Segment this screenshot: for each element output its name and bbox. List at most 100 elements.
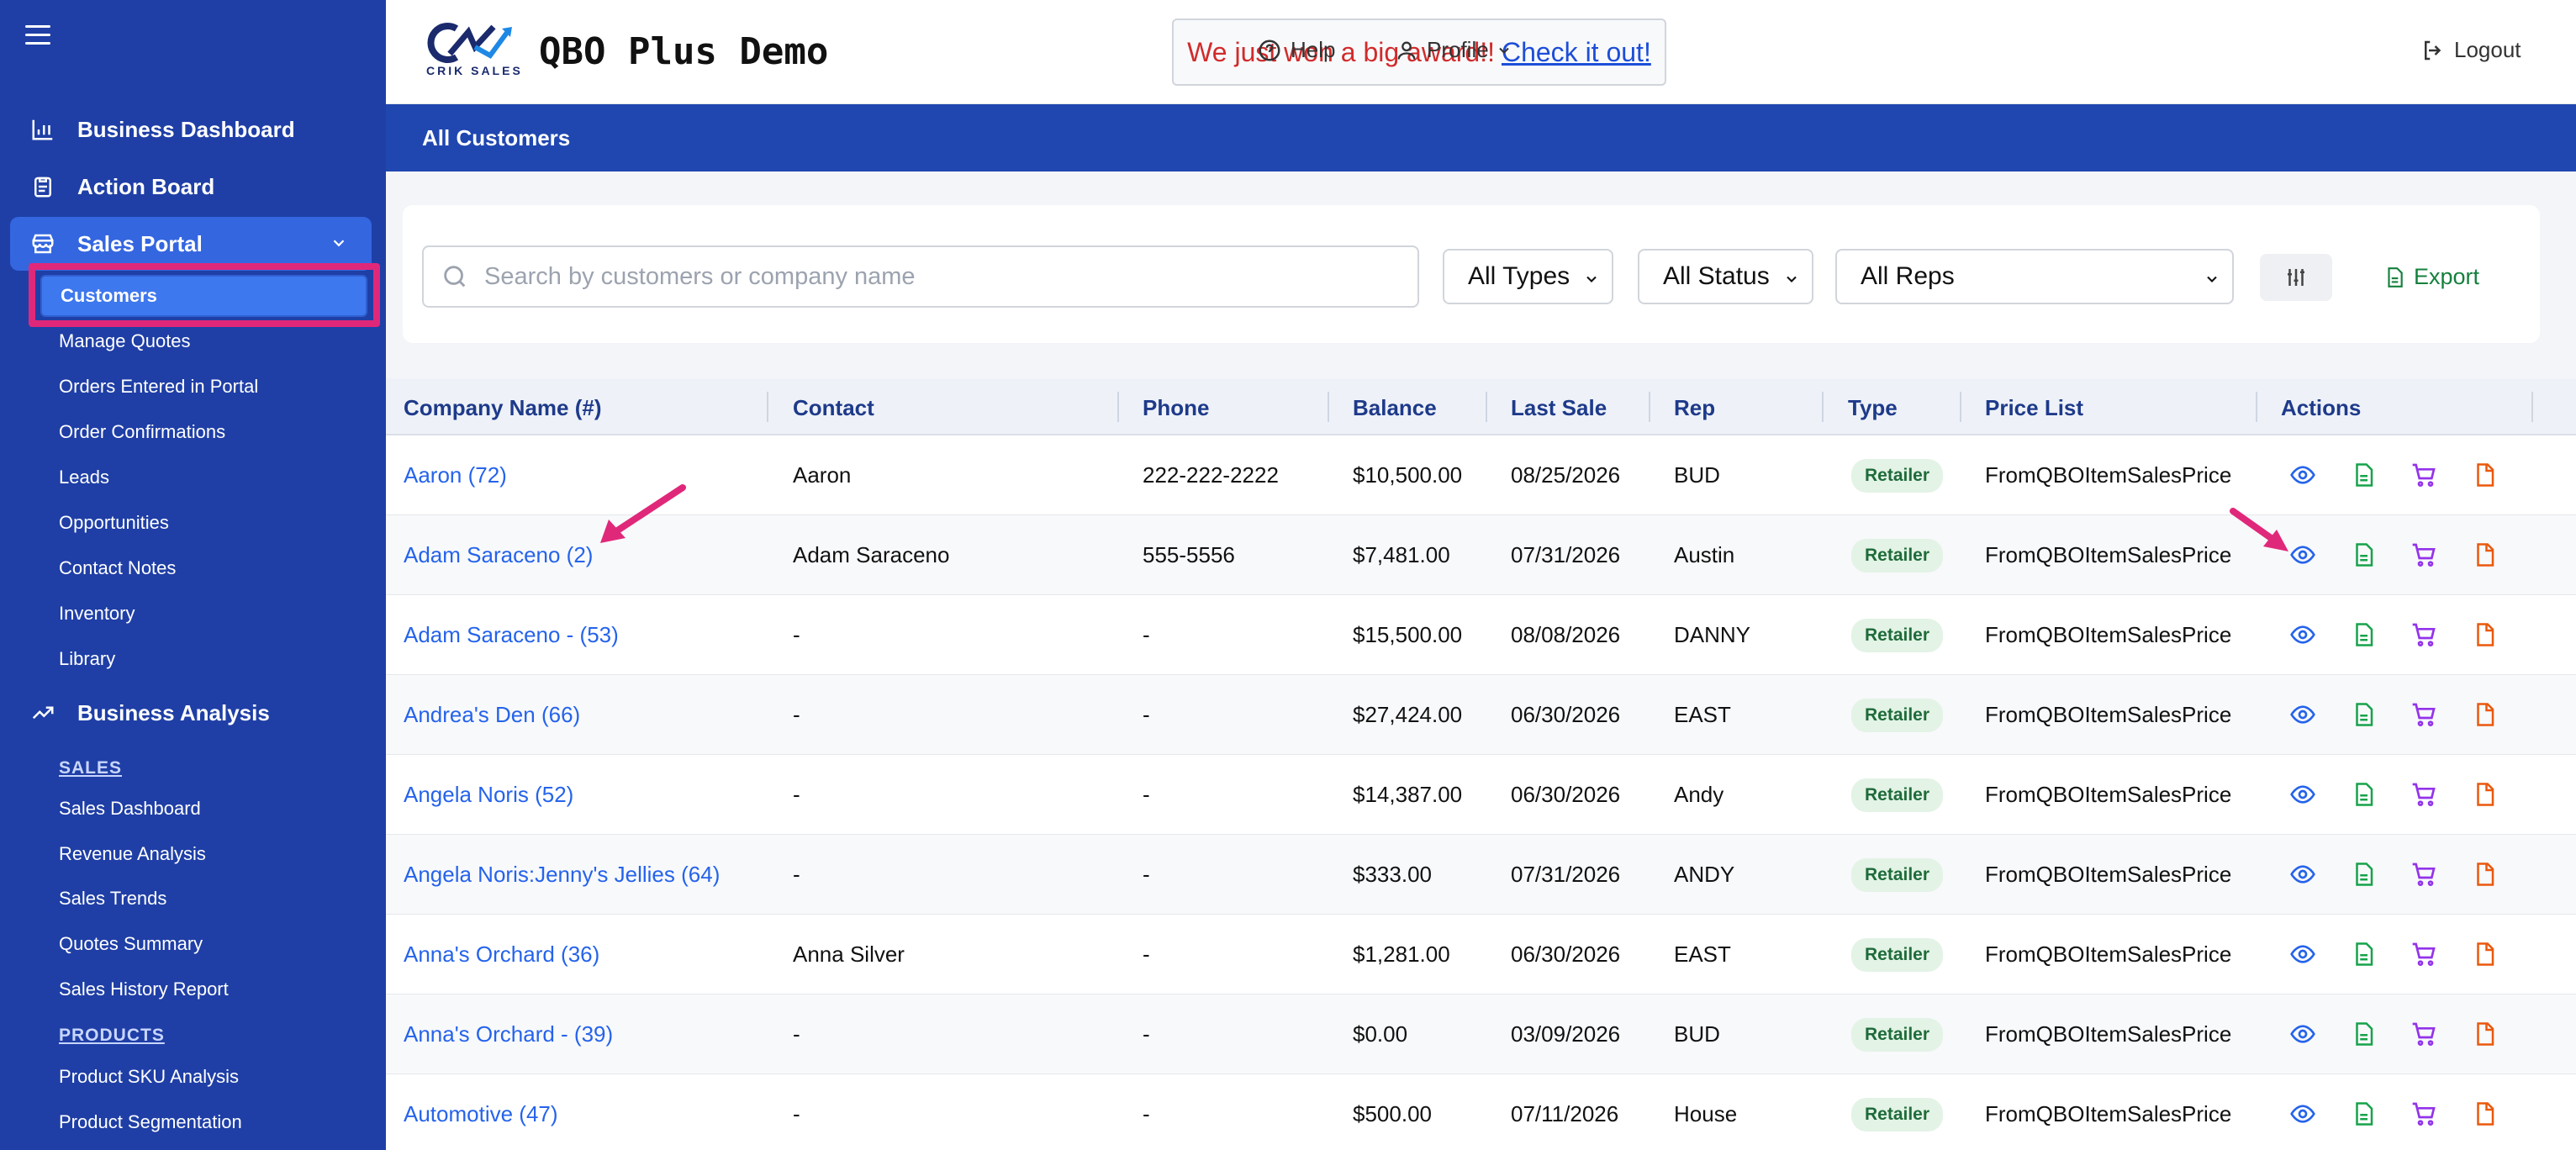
sidebar-item-order-confirmations[interactable]: Order Confirmations (59, 421, 226, 442)
last-sale-cell: 06/30/2026 (1511, 942, 1621, 967)
column-divider[interactable] (2256, 392, 2257, 422)
nav-business-dashboard[interactable]: Business Dashboard (0, 103, 386, 156)
sidebar-item-inventory[interactable]: Inventory (59, 603, 135, 624)
document-icon[interactable] (2348, 859, 2378, 889)
eye-icon[interactable] (2288, 460, 2318, 490)
document-icon[interactable] (2348, 540, 2378, 570)
cart-icon[interactable] (2409, 1099, 2439, 1129)
cart-icon[interactable] (2409, 540, 2439, 570)
sidebar-item-product-segmentation[interactable]: Product Segmentation (59, 1111, 242, 1132)
reps-select[interactable]: All Reps (1835, 249, 2234, 304)
file-icon[interactable] (2469, 1099, 2499, 1129)
status-select[interactable]: All Status (1638, 249, 1813, 304)
eye-icon[interactable] (2288, 699, 2318, 730)
company-link[interactable]: Andrea's Den (66) (404, 702, 581, 727)
export-button[interactable]: Export (2383, 264, 2479, 290)
type-select-value: All Types (1468, 262, 1570, 290)
sidebar-item-product-sku[interactable]: Product SKU Analysis (59, 1066, 239, 1087)
file-icon[interactable] (2469, 1019, 2499, 1049)
eye-icon[interactable] (2288, 779, 2318, 810)
sidebar-item-contact-notes[interactable]: Contact Notes (59, 557, 177, 578)
column-header-phone[interactable]: Phone (1143, 395, 1210, 420)
nav-business-analysis[interactable]: Business Analysis (0, 686, 386, 740)
sidebar-item-sales-dashboard[interactable]: Sales Dashboard (59, 798, 201, 819)
company-link[interactable]: Automotive (47) (404, 1101, 558, 1126)
cart-icon[interactable] (2409, 939, 2439, 969)
sidebar-item-opportunities[interactable]: Opportunities (59, 512, 169, 533)
cart-icon[interactable] (2409, 699, 2439, 730)
document-icon[interactable] (2348, 460, 2378, 490)
column-divider[interactable] (1960, 392, 1961, 422)
sidebar-item-leads[interactable]: Leads (59, 467, 109, 488)
file-icon[interactable] (2469, 620, 2499, 650)
document-icon[interactable] (2348, 699, 2378, 730)
file-icon[interactable] (2469, 460, 2499, 490)
file-icon[interactable] (2469, 540, 2499, 570)
type-select[interactable]: All Types (1443, 249, 1613, 304)
column-header-rep[interactable]: Rep (1674, 395, 1716, 420)
eye-icon[interactable] (2288, 859, 2318, 889)
column-divider[interactable] (1117, 392, 1119, 422)
filter-card: Search by customers or company name All … (403, 205, 2540, 343)
document-icon[interactable] (2348, 1019, 2378, 1049)
company-link[interactable]: Angela Noris (52) (404, 782, 574, 807)
cart-icon[interactable] (2409, 1019, 2439, 1049)
cart-icon[interactable] (2409, 460, 2439, 490)
award-link[interactable]: Check it out! (1501, 36, 1651, 67)
column-header-last-sale[interactable]: Last Sale (1511, 395, 1607, 420)
file-icon[interactable] (2469, 699, 2499, 730)
document-icon[interactable] (2348, 779, 2378, 810)
column-divider[interactable] (1822, 392, 1824, 422)
column-divider[interactable] (2531, 392, 2533, 422)
company-link[interactable]: Adam Saraceno (2) (404, 542, 594, 567)
file-icon[interactable] (2469, 939, 2499, 969)
column-divider[interactable] (1486, 392, 1487, 422)
annotation-arrow-icon (2230, 508, 2288, 551)
type-badge: Retailer (1851, 619, 1944, 652)
nav-sales-portal[interactable]: Sales Portal (10, 217, 372, 271)
sidebar-item-customers[interactable]: Customers (40, 275, 367, 317)
column-divider[interactable] (1328, 392, 1329, 422)
company-link[interactable]: Aaron (72) (404, 462, 507, 488)
sidebar-item-sales-history[interactable]: Sales History Report (59, 979, 229, 1000)
search-input[interactable]: Search by customers or company name (422, 245, 1419, 308)
sidebar-item-quotes-summary[interactable]: Quotes Summary (59, 933, 203, 954)
profile-button[interactable]: Profile (1395, 37, 1521, 63)
company-link[interactable]: Adam Saraceno - (53) (404, 622, 619, 647)
eye-icon[interactable] (2288, 939, 2318, 969)
cart-icon[interactable] (2409, 620, 2439, 650)
column-header-price-list[interactable]: Price List (1985, 395, 2084, 420)
company-link[interactable]: Angela Noris:Jenny's Jellies (64) (404, 862, 721, 887)
cart-icon[interactable] (2409, 859, 2439, 889)
column-header-contact[interactable]: Contact (793, 395, 874, 420)
column-header-type[interactable]: Type (1848, 395, 1898, 420)
sidebar-item-orders-entered[interactable]: Orders Entered in Portal (59, 376, 259, 397)
document-icon[interactable] (2348, 1099, 2378, 1129)
cart-icon[interactable] (2409, 779, 2439, 810)
eye-icon[interactable] (2288, 1019, 2318, 1049)
column-divider[interactable] (767, 392, 768, 422)
company-link[interactable]: Anna's Orchard (36) (404, 942, 600, 967)
file-icon[interactable] (2469, 859, 2499, 889)
eye-icon[interactable] (2288, 620, 2318, 650)
column-header-company[interactable]: Company Name (#) (404, 395, 602, 420)
eye-icon[interactable] (2288, 1099, 2318, 1129)
document-icon[interactable] (2348, 620, 2378, 650)
balance-cell: $15,500.00 (1353, 622, 1463, 647)
file-icon[interactable] (2469, 779, 2499, 810)
sidebar-item-revenue-analysis[interactable]: Revenue Analysis (59, 843, 206, 864)
sidebar-item-sales-trends[interactable]: Sales Trends (59, 888, 167, 909)
sidebar-item-manage-quotes[interactable]: Manage Quotes (59, 330, 191, 351)
eye-icon[interactable] (2288, 540, 2318, 570)
column-header-balance[interactable]: Balance (1353, 395, 1437, 420)
document-icon[interactable] (2348, 939, 2378, 969)
chevron-down-icon[interactable] (330, 232, 348, 258)
sidebar-item-library[interactable]: Library (59, 648, 116, 669)
company-link[interactable]: Anna's Orchard - (39) (404, 1021, 614, 1047)
logout-button[interactable]: Logout (2420, 37, 2521, 63)
menu-icon[interactable] (25, 25, 50, 50)
help-button[interactable]: Help (1257, 37, 1335, 63)
column-divider[interactable] (1649, 392, 1650, 422)
nav-action-board[interactable]: Action Board (0, 160, 386, 214)
column-settings-button[interactable] (2260, 254, 2332, 301)
